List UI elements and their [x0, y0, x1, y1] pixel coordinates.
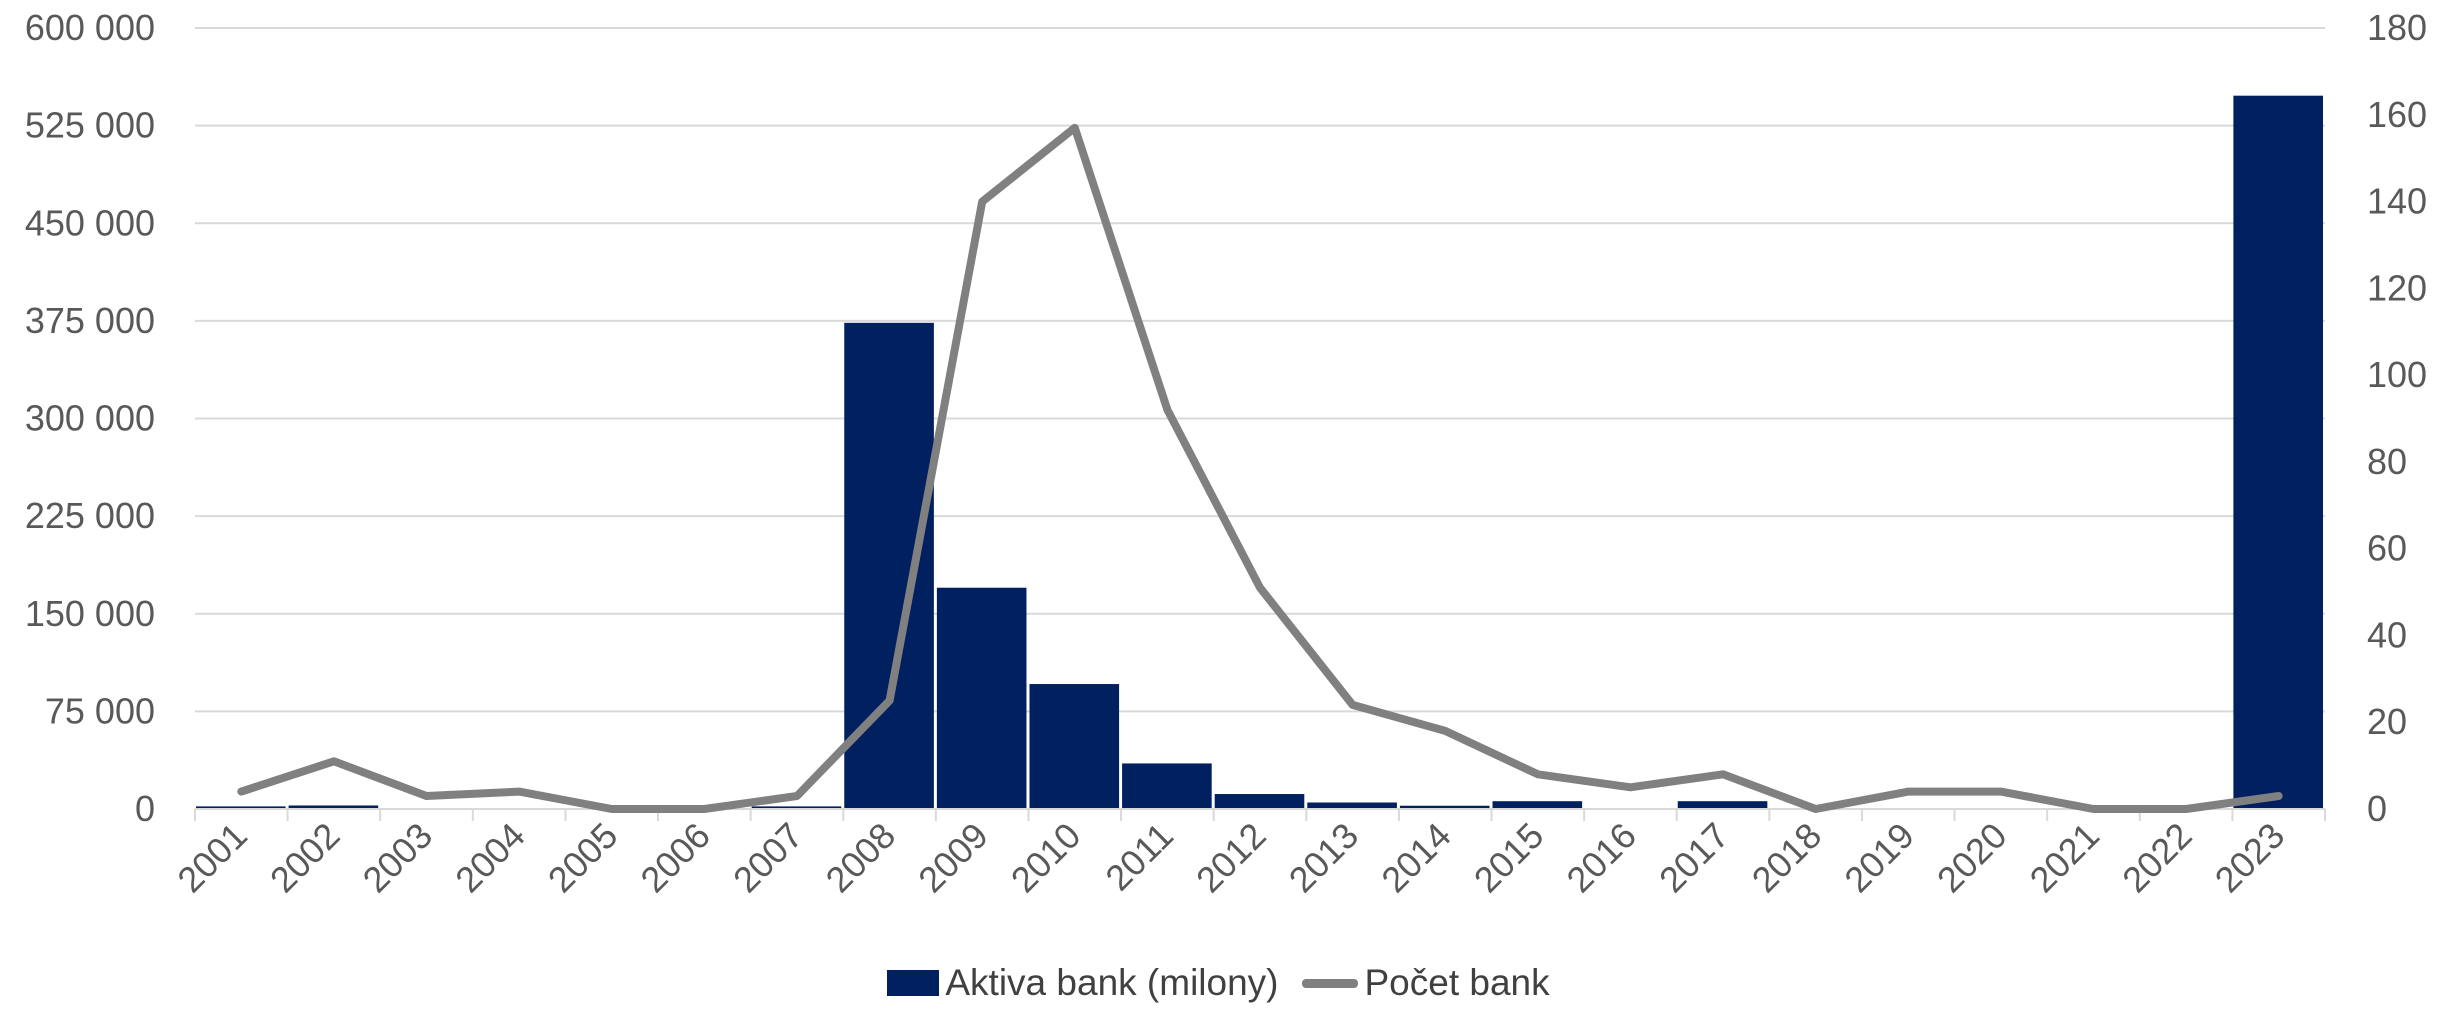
- x-axis: [194, 808, 2326, 821]
- x-tick-label: 2021: [2022, 815, 2108, 901]
- legend-bar-swatch: [887, 970, 940, 996]
- x-tick-label: 2016: [1558, 815, 1644, 901]
- right-y-tick-label: 180: [2367, 7, 2427, 48]
- x-tick-label: 2006: [632, 815, 718, 901]
- right-y-tick-label: 20: [2367, 701, 2407, 742]
- x-tick-label: 2007: [725, 815, 811, 901]
- x-tick-label: 2022: [2114, 815, 2200, 901]
- bar: [1399, 805, 1490, 809]
- bar: [1214, 794, 1305, 809]
- bar: [1492, 801, 1583, 809]
- bar: [2233, 95, 2323, 810]
- x-tick-label: 2015: [1466, 815, 1552, 901]
- bar: [1677, 801, 1768, 809]
- left-y-tick-label: 525 000: [25, 105, 155, 146]
- right-y-tick-label: 40: [2367, 614, 2407, 655]
- left-y-tick-label: 225 000: [25, 495, 155, 536]
- left-y-tick-label: 375 000: [25, 300, 155, 341]
- x-tick-label: 2014: [1373, 815, 1459, 901]
- bar: [936, 587, 1027, 809]
- bar: [751, 806, 842, 809]
- left-y-tick-label: 600 000: [25, 7, 155, 48]
- x-tick-label: 2002: [262, 815, 348, 901]
- x-tick-label: 2003: [355, 815, 441, 901]
- x-tick-label: 2011: [1097, 815, 1181, 899]
- x-tick-label: 2009: [910, 815, 996, 901]
- bar: [1307, 802, 1397, 809]
- x-axis-labels: 2001 2002 2003 2004 2005 2006 2007 2008 2009 2010…: [169, 815, 2292, 901]
- right-y-tick-label: 0: [2367, 788, 2387, 829]
- legend-label-bars: Aktiva bank (milony): [945, 962, 1279, 1003]
- right-y-tick-label: 60: [2367, 528, 2407, 569]
- x-tick-label: 2008: [818, 815, 904, 901]
- bar-series: [196, 95, 2323, 810]
- line-series: [237, 123, 2283, 813]
- gridlines: [195, 27, 2325, 713]
- legend: Aktiva bank (milony) Počet bank: [0, 958, 2437, 1008]
- bar: [1029, 684, 1120, 809]
- left-y-tick-label: 75 000: [45, 690, 155, 731]
- legend-item-line: Počet bank: [1302, 962, 1550, 1004]
- right-y-tick-label: 80: [2367, 441, 2407, 482]
- left-y-tick-label: 450 000: [25, 202, 155, 243]
- right-y-tick-label: 120: [2367, 267, 2427, 308]
- bar: [1122, 763, 1212, 809]
- right-y-axis: 0 20 40 60 80 100 120 140 160 180: [2367, 7, 2427, 829]
- right-y-tick-label: 160: [2367, 94, 2427, 135]
- x-tick-label: 2001: [169, 815, 255, 901]
- x-tick-label: 2005: [540, 815, 626, 901]
- legend-label-line: Počet bank: [1364, 962, 1550, 1003]
- left-y-tick-label: 150 000: [25, 593, 155, 634]
- x-tick-label: 2013: [1281, 815, 1367, 901]
- x-tick-label: 2012: [1188, 815, 1274, 901]
- bar: [288, 805, 379, 809]
- right-y-tick-label: 100: [2367, 354, 2427, 395]
- x-tick-label: 2018: [1744, 815, 1830, 901]
- x-tick-label: 2004: [447, 815, 533, 901]
- x-tick-label: 2023: [2207, 815, 2293, 901]
- x-tick-label: 2010: [1003, 815, 1089, 901]
- line-path: [237, 123, 2283, 813]
- legend-line-swatch: [1302, 978, 1359, 988]
- x-tick-label: 2020: [1929, 815, 2015, 901]
- bar: [196, 806, 286, 809]
- left-y-axis: 0 75 000 150 000 225 000 300 000 375 000 450 0…: [25, 7, 155, 829]
- x-tick-label: 2017: [1651, 815, 1737, 901]
- left-y-tick-label: 0: [135, 788, 155, 829]
- x-tick-label: 2019: [1836, 815, 1922, 901]
- right-y-tick-label: 140: [2367, 181, 2427, 222]
- legend-item-bars: Aktiva bank (milony): [887, 962, 1278, 1004]
- left-y-tick-label: 300 000: [25, 398, 155, 439]
